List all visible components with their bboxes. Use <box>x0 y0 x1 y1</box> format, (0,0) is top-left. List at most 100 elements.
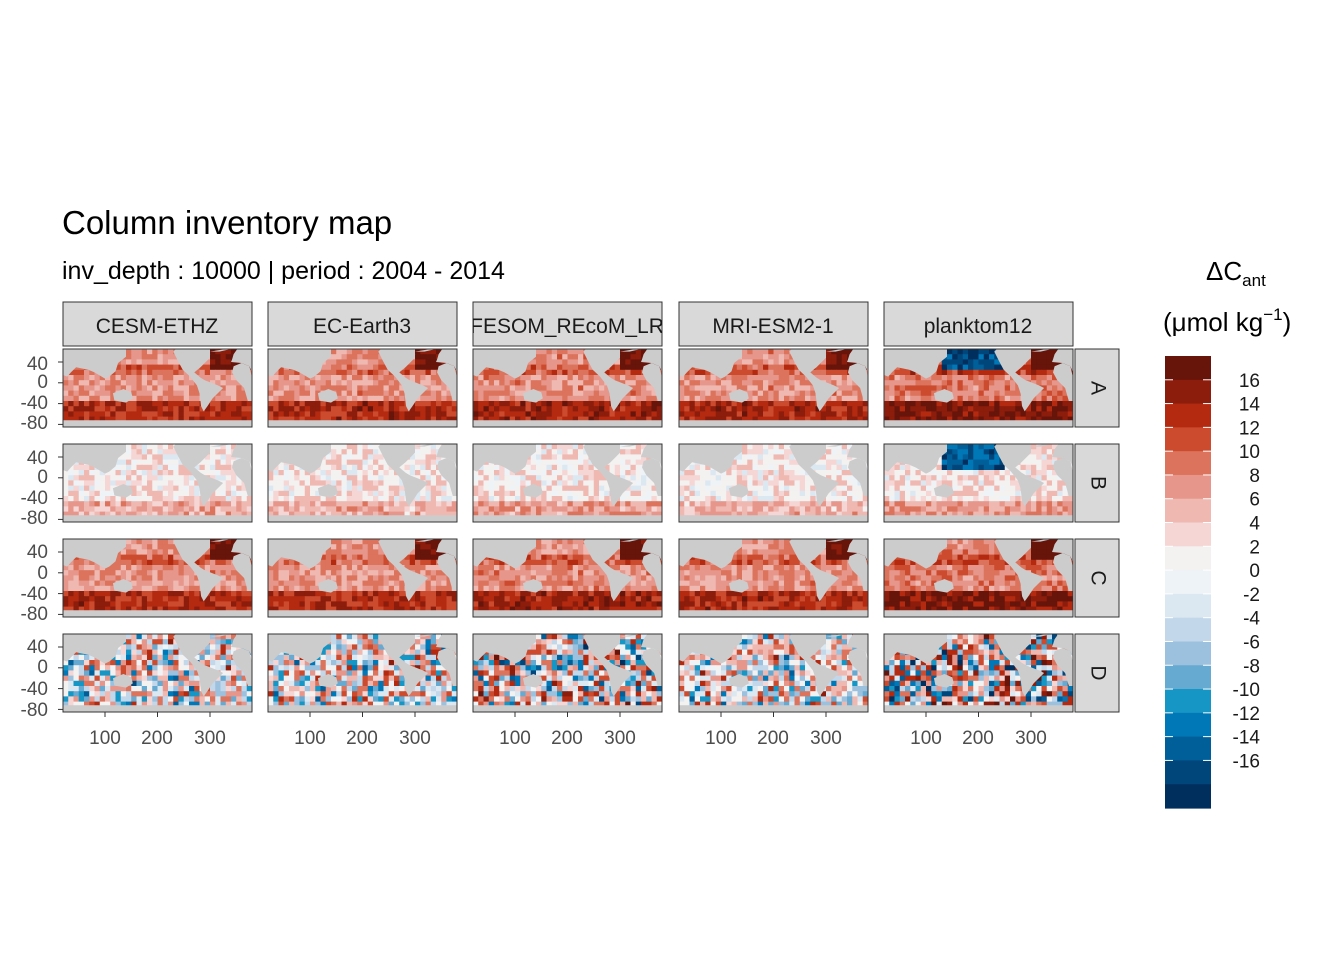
heatmap-cell <box>773 506 780 512</box>
heatmap-cell <box>815 364 822 371</box>
facet-strip-col-4: MRI-ESM2-1 <box>678 301 869 347</box>
heatmap-cell <box>152 401 158 407</box>
y-axis-row-4: 40 0 -40 -80 <box>21 637 48 721</box>
heatmap-cell <box>773 411 780 417</box>
land-mask <box>583 349 634 412</box>
heatmap-cell <box>473 490 479 497</box>
heatmap-cell <box>604 490 610 497</box>
heatmap-cell <box>425 464 432 471</box>
heatmap-cell <box>394 416 400 423</box>
heatmap-cell <box>536 475 542 481</box>
heatmap-cell <box>983 359 990 365</box>
heatmap-cell <box>94 506 101 512</box>
heatmap-cell <box>320 385 327 391</box>
heatmap-cell <box>805 485 811 492</box>
heatmap-cell <box>773 454 780 460</box>
heatmap-cell <box>399 480 405 486</box>
heatmap-cell <box>215 380 221 386</box>
heatmap-cell <box>320 496 327 502</box>
heatmap-cell <box>388 375 395 381</box>
heatmap-cell <box>763 454 769 460</box>
heatmap-cell <box>578 406 584 412</box>
heatmap-cell <box>105 485 111 492</box>
heatmap-cell <box>546 395 553 402</box>
heatmap-cell <box>726 406 732 412</box>
heatmap-cell <box>157 364 164 371</box>
heatmap-cell <box>763 464 769 471</box>
heatmap-cell <box>700 401 706 407</box>
heatmap-cell <box>189 496 195 502</box>
heatmap-cell <box>336 380 342 386</box>
heatmap-cell <box>784 375 790 381</box>
heatmap-cell <box>952 395 958 402</box>
heatmap-cell <box>210 354 216 360</box>
heatmap-cell <box>388 501 395 507</box>
heatmap-cell <box>625 464 631 471</box>
heatmap-cell <box>346 406 353 412</box>
heatmap-cell <box>220 506 227 512</box>
heatmap-cell <box>836 416 843 423</box>
heatmap-cell <box>947 359 953 365</box>
heatmap-cell <box>567 359 574 365</box>
heatmap-cell <box>99 380 106 386</box>
heatmap-cell <box>562 459 568 466</box>
heatmap-cell <box>572 385 579 391</box>
heatmap-cell <box>415 444 421 450</box>
heatmap-cell <box>189 480 195 486</box>
heatmap-cell <box>331 380 337 386</box>
heatmap-cell <box>89 401 95 407</box>
heatmap-cell <box>789 454 795 460</box>
heatmap-cell <box>831 454 837 460</box>
heatmap-cell <box>757 385 764 391</box>
heatmap-cell <box>388 416 395 423</box>
heatmap-cell <box>578 511 584 518</box>
heatmap-cell <box>968 406 974 412</box>
heatmap-cell <box>63 406 69 412</box>
heatmap-cell <box>162 449 169 455</box>
heatmap-cell <box>399 511 405 518</box>
heatmap-cell <box>289 475 295 481</box>
heatmap-cell <box>784 354 790 360</box>
heatmap-cell <box>773 354 780 360</box>
heatmap-cell <box>331 375 337 381</box>
heatmap-cell <box>820 501 827 507</box>
heatmap-cell <box>409 511 416 518</box>
heatmap-cell <box>757 496 764 502</box>
heatmap-cell <box>515 490 521 497</box>
heatmap-cell <box>752 375 759 381</box>
heatmap-cell <box>799 501 806 507</box>
heatmap-cell <box>446 406 453 412</box>
heatmap-cell <box>910 395 916 402</box>
heatmap-cell <box>957 354 964 360</box>
heatmap-cell <box>572 369 579 376</box>
heatmap-cell <box>268 390 274 397</box>
heatmap-cell <box>304 496 311 502</box>
land-mask <box>231 444 252 468</box>
heatmap-cell <box>488 464 495 471</box>
heatmap-cell <box>705 395 711 402</box>
heatmap-cell <box>763 401 769 407</box>
heatmap-cell <box>572 501 579 507</box>
heatmap-cell <box>399 369 405 376</box>
land-mask <box>268 515 457 522</box>
heatmap-cell <box>494 490 500 497</box>
x-tick-label: 100 <box>705 728 737 749</box>
heatmap-cell <box>225 475 232 481</box>
heatmap-cell <box>425 480 432 486</box>
heatmap-cell <box>721 496 727 502</box>
heatmap-cell <box>336 395 342 402</box>
heatmap-cell <box>120 385 127 391</box>
heatmap-cell <box>315 385 321 391</box>
heatmap-cell <box>425 349 432 355</box>
heatmap-cell <box>684 480 690 486</box>
heatmap-cell <box>773 359 780 365</box>
heatmap-cell <box>336 401 342 407</box>
heatmap-cell <box>225 490 232 497</box>
heatmap-cell <box>168 496 174 502</box>
heatmap-cell <box>152 454 158 460</box>
heatmap-cell <box>378 496 384 502</box>
heatmap-cell <box>352 390 358 397</box>
heatmap-cell <box>310 380 316 386</box>
heatmap-cell <box>473 506 479 512</box>
heatmap-cell <box>847 395 853 402</box>
